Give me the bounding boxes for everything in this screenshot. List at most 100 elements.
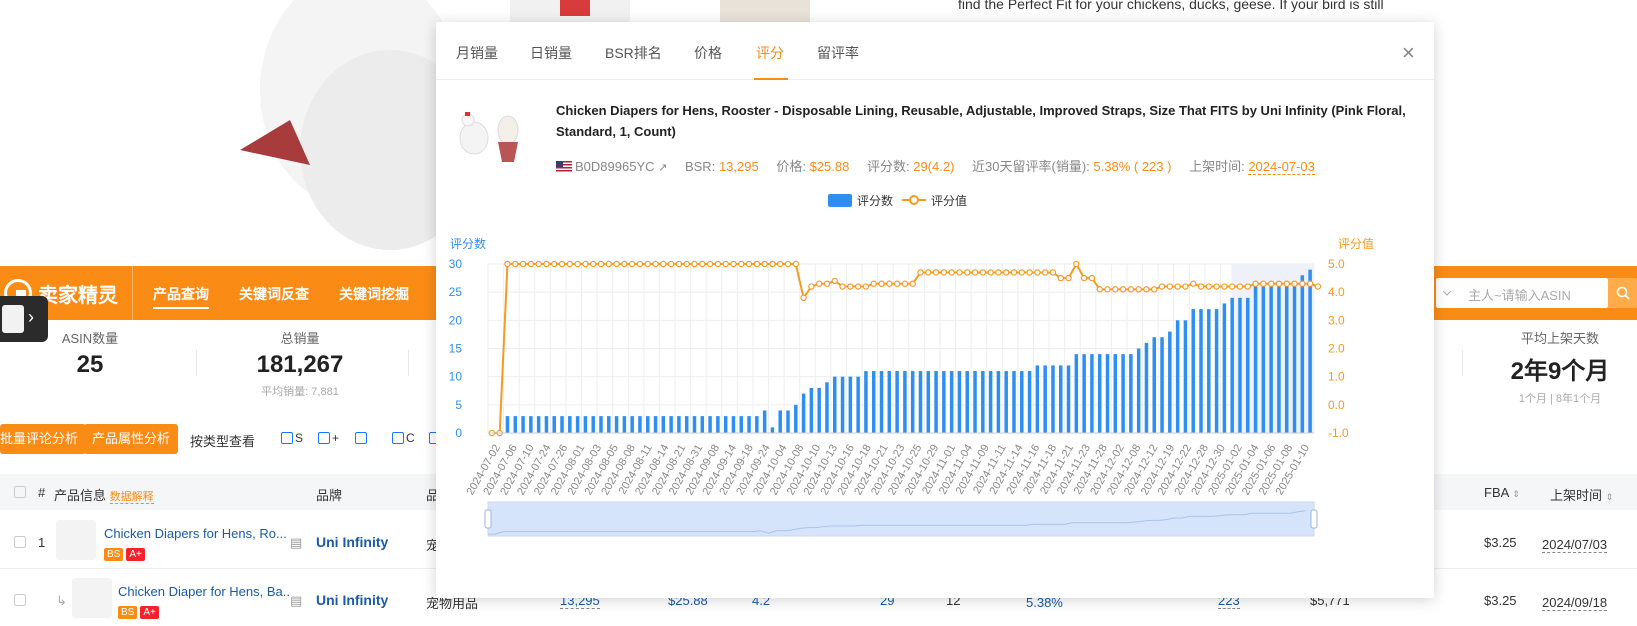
- brand-link[interactable]: Uni Infinity: [316, 534, 389, 550]
- chevron-down-icon[interactable]: [1436, 278, 1458, 308]
- bar: [591, 416, 595, 433]
- y-tick-right: 3.0: [1328, 313, 1345, 327]
- external-link-icon[interactable]: ↗: [658, 162, 668, 174]
- badges: BS A+: [104, 545, 148, 561]
- doc-icon[interactable]: ▤: [290, 593, 303, 608]
- bar: [1051, 365, 1055, 433]
- stat-total-sales: 总销量 181,267 平均销量: 7,881: [256, 331, 344, 398]
- rating-point: [1127, 286, 1135, 293]
- bar: [1253, 286, 1258, 433]
- product-thumbnail[interactable]: [56, 520, 96, 560]
- rating-point: [1143, 286, 1150, 293]
- bar: [599, 416, 603, 433]
- row-checkbox[interactable]: [14, 594, 26, 606]
- bar: [934, 371, 938, 433]
- rating-point: [543, 260, 550, 268]
- nav-keyword-mining[interactable]: 关键词挖掘: [339, 286, 409, 302]
- rating-point: [769, 260, 776, 268]
- row-checkbox[interactable]: [14, 536, 26, 548]
- col-launch-date[interactable]: 上架时间 ⇕: [1550, 488, 1614, 503]
- asin-search-input[interactable]: 主人~请输入ASIN: [1436, 278, 1608, 308]
- bar: [957, 371, 962, 433]
- bar: [575, 416, 580, 433]
- type-checkbox[interactable]: S: [281, 431, 303, 445]
- brand-link[interactable]: Uni Infinity: [316, 592, 389, 608]
- type-checkbox[interactable]: [355, 431, 369, 445]
- rating-point: [886, 280, 893, 287]
- zoom-handle-right[interactable]: [1310, 509, 1318, 529]
- tab-review-rate[interactable]: 留评率: [817, 45, 859, 61]
- batch-review-analysis-button[interactable]: 批量评论分析: [0, 424, 87, 454]
- bar: [762, 410, 767, 433]
- legend-label[interactable]: 评分数: [857, 193, 893, 208]
- tab-monthly-sales[interactable]: 月销量: [456, 45, 498, 61]
- rating-point: [870, 280, 877, 287]
- search-icon: [1616, 286, 1630, 300]
- product-image[interactable]: [454, 108, 528, 164]
- legend-bar-swatch[interactable]: [828, 194, 852, 207]
- product-attribute-analysis-button[interactable]: 产品属性分析: [84, 424, 179, 454]
- tab-price[interactable]: 价格: [694, 45, 722, 61]
- bar: [1082, 354, 1086, 433]
- product-name-link[interactable]: Chicken Diapers for Hens, Ro...: [104, 526, 287, 541]
- review-rate-field: 近30天留评率(销量): 5.38% ( 223 ): [972, 159, 1172, 174]
- divider: [408, 350, 409, 376]
- legend-label[interactable]: 评分值: [931, 193, 967, 208]
- type-checkbox[interactable]: +: [318, 431, 339, 445]
- rating-point: [815, 280, 823, 287]
- bar: [536, 416, 541, 433]
- rating-point: [792, 260, 800, 268]
- asin-field[interactable]: B0D89965YC ↗: [556, 159, 667, 174]
- rating-point: [582, 260, 589, 268]
- nav-product-query[interactable]: 产品查询: [153, 284, 209, 309]
- rating-point: [1026, 269, 1033, 276]
- product-thumbnail[interactable]: [72, 578, 112, 618]
- tab-daily-sales[interactable]: 日销量: [530, 45, 572, 61]
- tab-bsr-rank[interactable]: BSR排名: [605, 45, 662, 61]
- bar: [1277, 286, 1281, 433]
- bar: [700, 416, 705, 433]
- rating-point: [519, 260, 527, 268]
- nav-keyword-reverse[interactable]: 关键词反查: [239, 286, 309, 302]
- rating-point: [1190, 280, 1197, 287]
- rating-point: [1197, 283, 1205, 290]
- bar: [910, 371, 915, 433]
- bar: [1152, 337, 1157, 433]
- side-collapse-tab[interactable]: ›: [0, 296, 48, 342]
- product-name-link[interactable]: Chicken Diaper for Hens, Ba..: [118, 584, 290, 599]
- bar: [1058, 365, 1063, 433]
- bar: [1269, 286, 1273, 433]
- col-brand: 品牌: [316, 488, 343, 503]
- bar: [661, 416, 666, 433]
- rating-point: [808, 283, 815, 290]
- bar: [825, 382, 829, 433]
- row-index: 1: [38, 535, 46, 550]
- rating-point: [1275, 280, 1283, 287]
- badges: BS A+: [118, 603, 162, 619]
- tab-rating[interactable]: 评分: [756, 45, 784, 61]
- bar: [871, 371, 876, 433]
- launch-date[interactable]: 2024/07/03: [1542, 537, 1608, 553]
- rating-point: [706, 260, 714, 268]
- modal-tabs: 月销量 日销量 BSR排名 价格 评分 留评率: [436, 22, 1434, 80]
- rating-point: [1221, 283, 1228, 290]
- type-checkbox[interactable]: C: [392, 431, 415, 445]
- rating-point: [1213, 283, 1220, 290]
- bar: [770, 427, 775, 433]
- data-explain-link[interactable]: 数据解释: [109, 491, 154, 504]
- bar: [607, 416, 611, 433]
- rating-point: [691, 260, 698, 268]
- search-button[interactable]: [1608, 278, 1637, 308]
- rating-point: [878, 280, 885, 287]
- zoom-handle-left[interactable]: [484, 509, 492, 529]
- doc-icon[interactable]: ▤: [290, 535, 303, 550]
- rating-point: [971, 269, 979, 276]
- col-fba[interactable]: FBA ⇕: [1484, 485, 1520, 500]
- close-icon[interactable]: ×: [1402, 40, 1415, 65]
- select-all-checkbox[interactable]: [14, 486, 26, 498]
- bar: [856, 376, 860, 433]
- launch-date[interactable]: 2024/09/18: [1542, 595, 1608, 611]
- rating-point: [1291, 280, 1298, 287]
- bar: [529, 416, 533, 433]
